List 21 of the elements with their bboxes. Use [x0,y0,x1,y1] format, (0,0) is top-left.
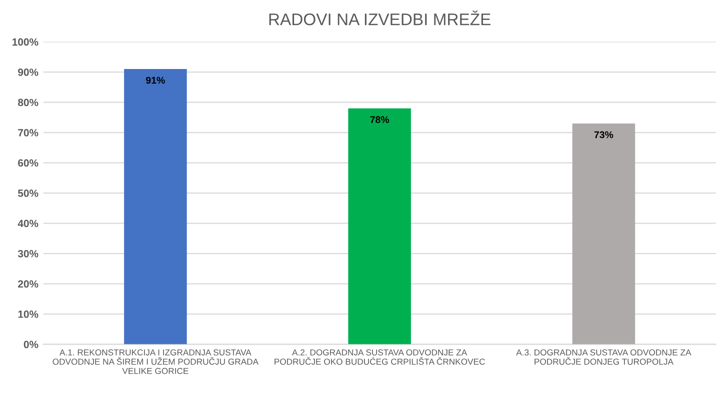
y-tick-label: 40% [18,220,38,228]
y-tick-label: 20% [18,280,38,288]
y-tick-label: 90% [18,68,38,76]
y-tick-label: 60% [18,159,38,167]
y-tick-label: 50% [18,190,38,197]
bar [348,108,411,344]
y-tick-label: 80% [18,98,38,106]
chart-title: RADOVI NA IZVEDBI MREŽE [269,10,490,26]
bar [124,69,187,344]
data-label: 78% [370,116,390,124]
data-label: 91% [146,76,165,84]
x-tick-label: A.3. DOGRADNJA SUSTAVA ODVODNJE ZA PODRUČJE DONJEG TUROPOLJA [516,349,692,365]
y-tick-label: 30% [18,250,38,258]
x-tick-label: A.1. REKONSTRUKCIJA I IZGRADNJA SUSTAVA ODVODNJE NA ŠIREM I UŽEM PODRUČJU GRADA VELIKE GORICE [52,349,259,374]
x-tick-label: A.2. DOGRADNJA SUSTAVA ODVODNJE ZA PODRUČJE OKO BUDUĆEG CRPILIŠTA ČRNKOVEC [274,349,485,365]
y-tick-label: 0% [24,340,38,348]
data-label: 73% [594,131,614,138]
y-tick-label: 100% [12,38,38,46]
y-tick-label: 10% [18,310,38,318]
bar [572,123,636,344]
y-tick-label: 70% [18,129,38,136]
